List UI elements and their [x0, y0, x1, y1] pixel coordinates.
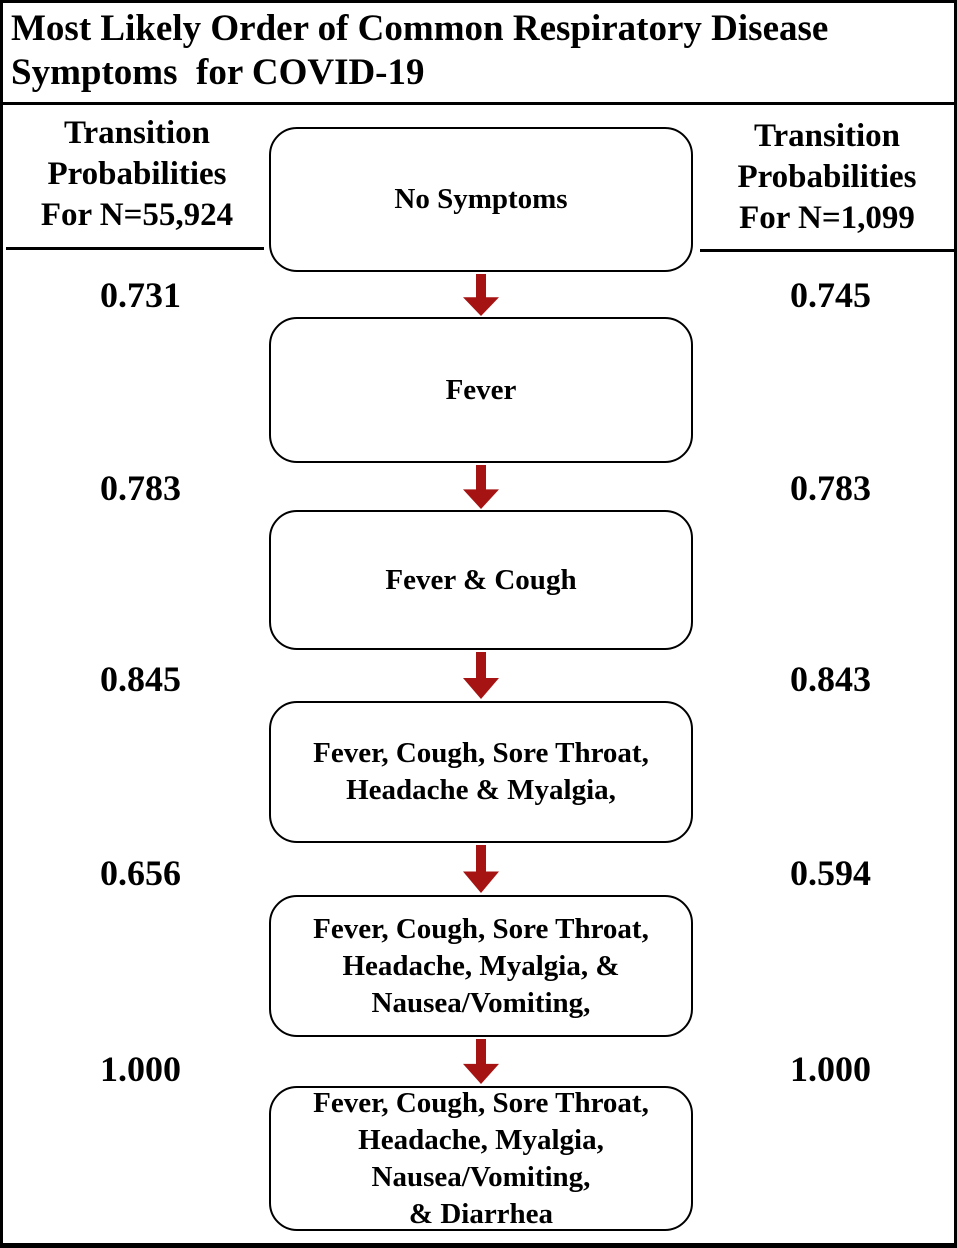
flow-node-label: Fever, Cough, Sore Throat, Headache, Mya… — [313, 1086, 649, 1230]
figure-title-line2: Symptoms for COVID-19 — [11, 52, 425, 93]
left-transition-prob-1: 0.731 — [100, 275, 181, 315]
down-arrow-icon — [463, 845, 499, 893]
left-header-line1: Transition — [63, 115, 211, 151]
flow-node-label: Fever, Cough, Sore Throat, Headache, Mya… — [313, 912, 649, 1019]
right-header-line3: For N=1,099 — [739, 200, 915, 236]
down-arrow-icon — [463, 1039, 499, 1084]
right-header-line2: Probabilities — [737, 159, 917, 195]
flow-node-no-symptoms: No Symptoms — [269, 127, 693, 272]
left-header-underline — [6, 247, 264, 250]
figure-title-line1: Most Likely Order of Common Respiratory … — [11, 8, 829, 49]
left-transition-prob-3: 0.845 — [100, 659, 181, 699]
flow-node-diarrhea: Fever, Cough, Sore Throat, Headache, Mya… — [269, 1086, 693, 1231]
figure-title: Most Likely Order of Common Respiratory … — [3, 3, 954, 105]
right-header-underline — [700, 249, 954, 252]
flow-node-label: Fever, Cough, Sore Throat, Headache & My… — [313, 737, 649, 806]
right-transition-prob-5: 1.000 — [790, 1049, 871, 1089]
down-arrow-icon — [463, 274, 499, 316]
flow-node-label: No Symptoms — [394, 183, 568, 215]
left-header-line3: For N=55,924 — [40, 197, 234, 233]
flow-node-label: Fever & Cough — [385, 563, 577, 596]
down-arrow-icon — [463, 465, 499, 509]
down-arrow-icon — [463, 652, 499, 699]
left-transition-prob-5: 1.000 — [100, 1049, 181, 1089]
right-transition-prob-3: 0.843 — [790, 659, 871, 699]
flow-node-nausea-vomiting: Fever, Cough, Sore Throat, Headache, Mya… — [269, 895, 693, 1037]
right-transition-prob-4: 0.594 — [790, 853, 871, 893]
flow-node-fever-cough: Fever & Cough — [269, 510, 693, 650]
flow-node-label: Fever — [445, 373, 517, 406]
flow-node-headache-myalgia: Fever, Cough, Sore Throat, Headache & My… — [269, 701, 693, 843]
right-transition-prob-2: 0.783 — [790, 468, 871, 508]
left-transition-prob-2: 0.783 — [100, 468, 181, 508]
left-header-line2: Probabilities — [47, 156, 227, 192]
right-transition-header: Transition Probabilities For N=1,099 — [700, 116, 954, 239]
right-header-line1: Transition — [753, 118, 901, 154]
left-transition-prob-4: 0.656 — [100, 853, 181, 893]
right-transition-prob-1: 0.745 — [790, 275, 871, 315]
flow-node-fever: Fever — [269, 317, 693, 463]
left-transition-header: Transition Probabilities For N=55,924 — [11, 113, 263, 236]
